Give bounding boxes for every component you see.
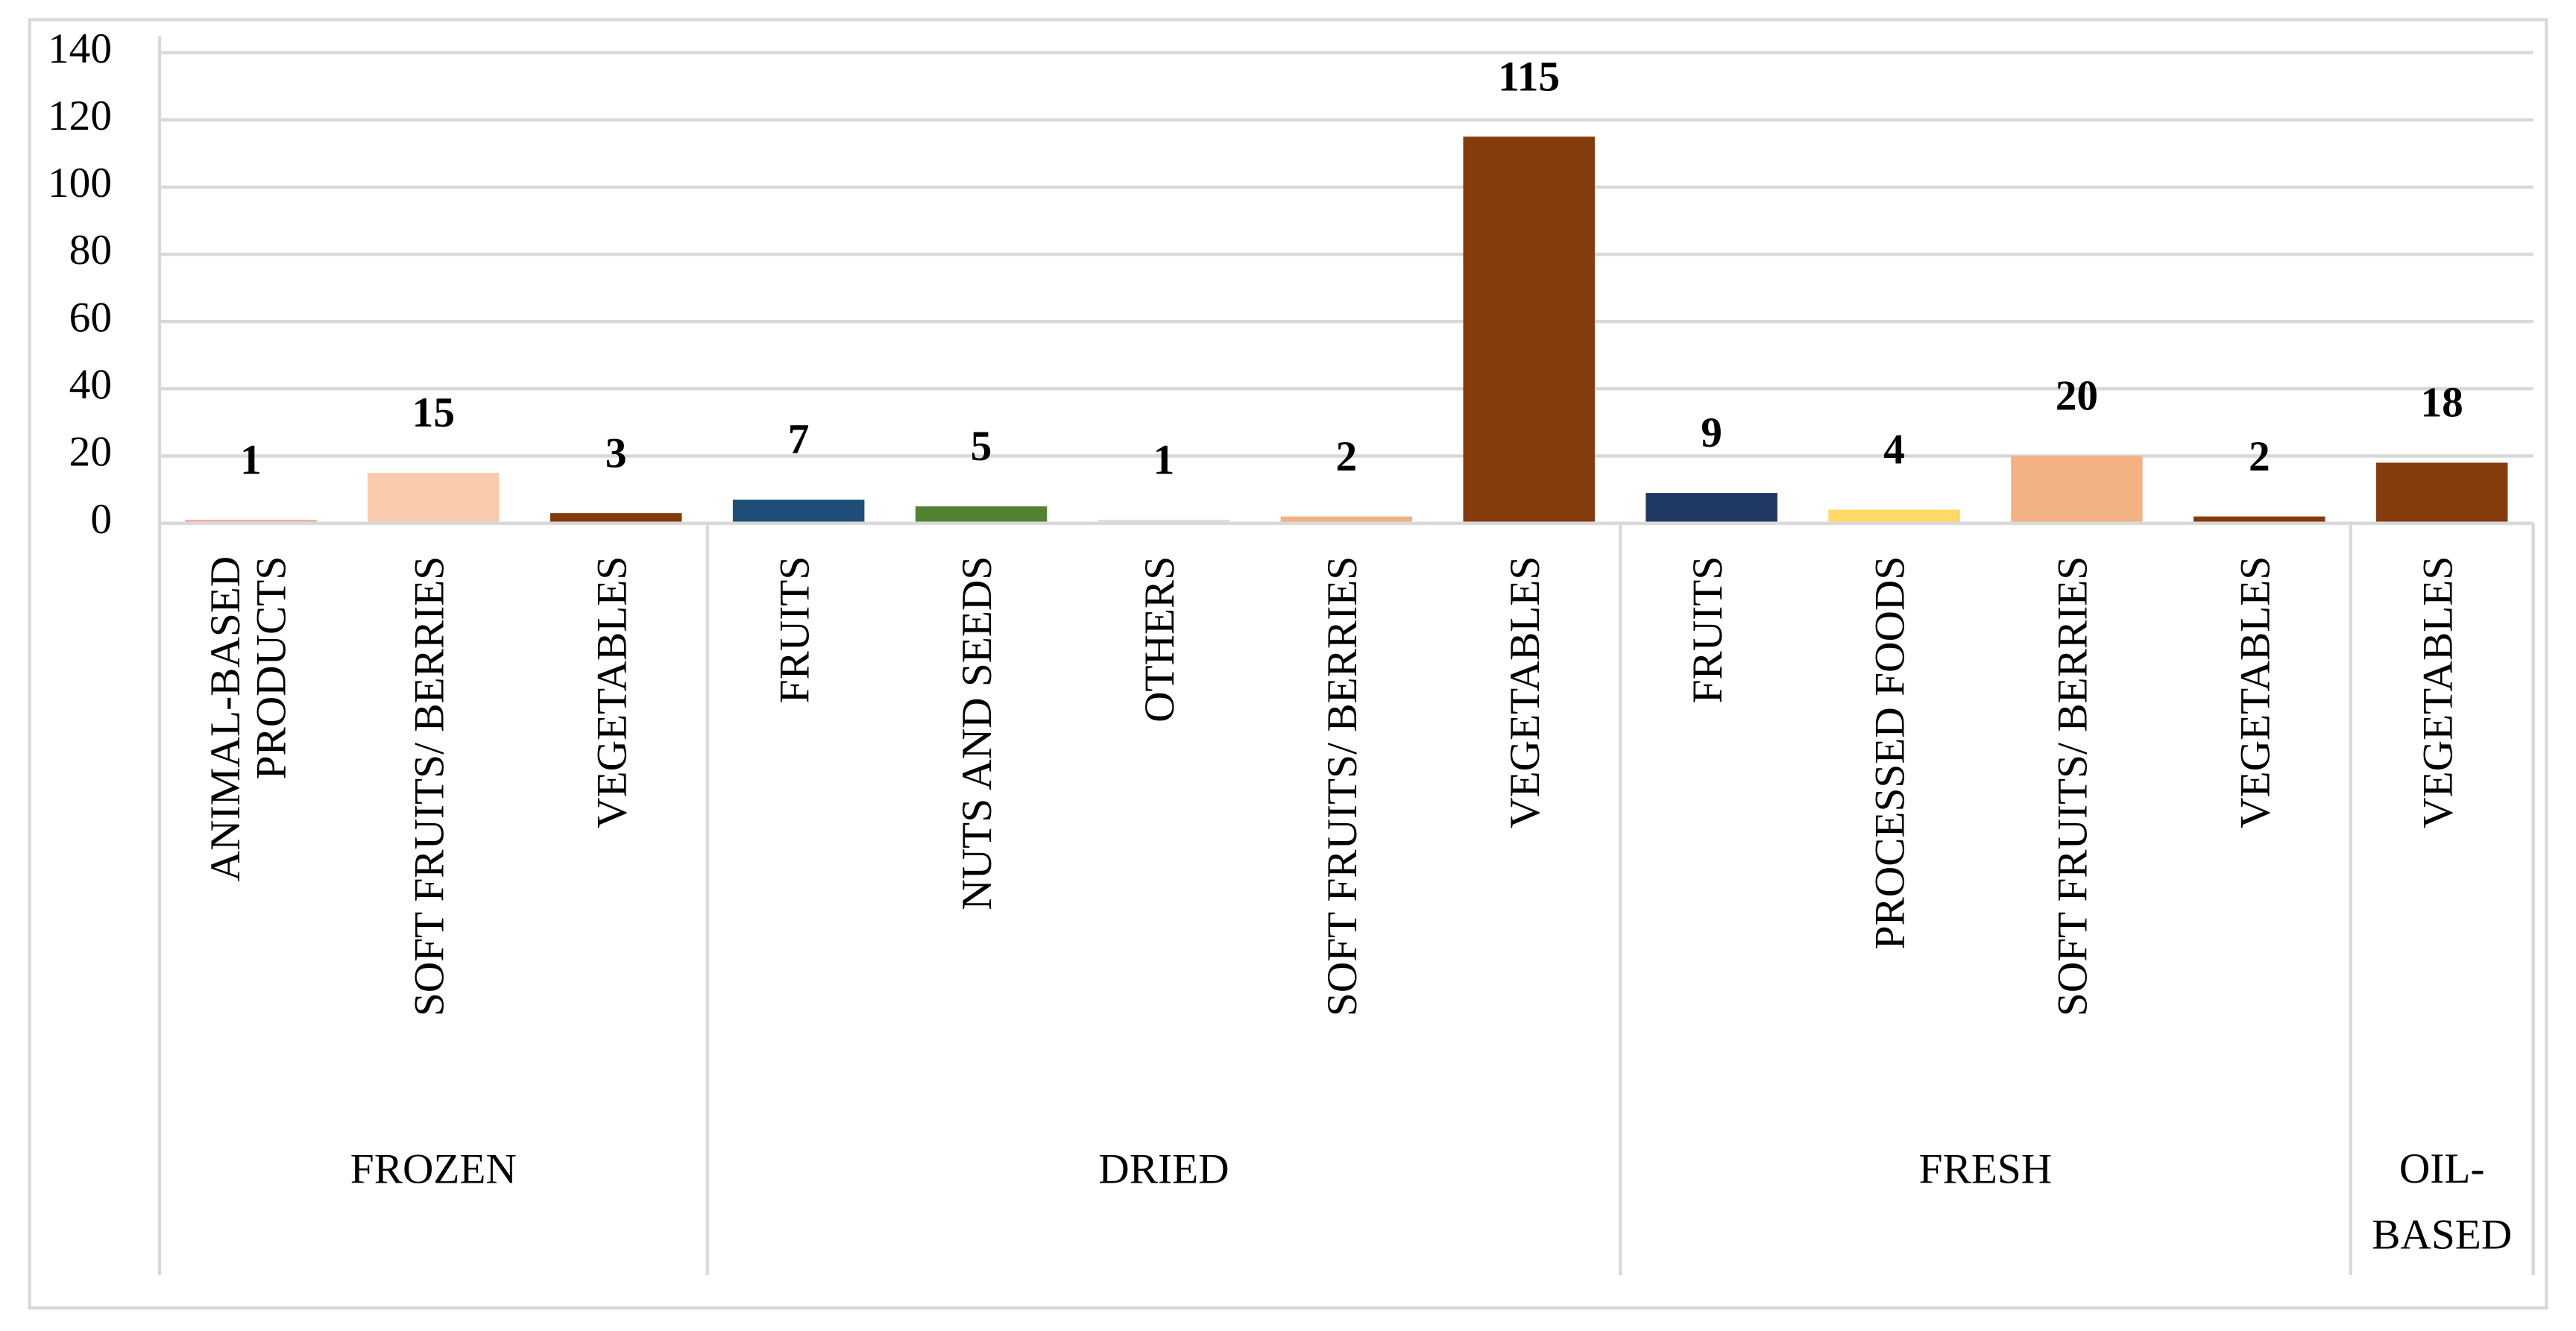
x-tick-label: VEGETABLES <box>2232 556 2279 828</box>
y-tick-label: 60 <box>69 294 112 341</box>
value-label: 5 <box>971 423 992 470</box>
x-tick-label: OTHERS <box>1136 556 1183 723</box>
group-label: DRIED <box>1098 1145 1229 1192</box>
bar <box>2194 516 2325 523</box>
x-tick-label: ANIMAL-BASEDPRODUCTS <box>202 556 295 882</box>
value-label: 115 <box>1498 53 1560 100</box>
value-label: 4 <box>1883 427 1905 473</box>
group-label: FROZEN <box>350 1145 517 1192</box>
bar <box>2375 462 2508 523</box>
bar <box>915 506 1048 523</box>
value-label: 7 <box>788 416 810 463</box>
group-label: FRESH <box>1919 1145 2053 1192</box>
x-tick-label: PROCESSED FOODS <box>1867 556 1914 950</box>
y-tick-label: 0 <box>90 496 112 543</box>
x-tick-label: SOFT FRUITS/ BERRIES <box>2050 556 2097 1016</box>
y-tick-label: 80 <box>69 227 112 274</box>
bar <box>185 520 317 523</box>
group-label: OIL-BASED <box>2372 1145 2512 1258</box>
bar <box>2011 456 2143 523</box>
bar <box>1280 516 1413 523</box>
x-tick-label: SOFT FRUITS/ BERRIES <box>1319 556 1366 1016</box>
x-tick-label: SOFT FRUITS/ BERRIES <box>406 556 453 1016</box>
x-tick-label: FRUITS <box>771 556 818 704</box>
value-label: 2 <box>1335 433 1357 480</box>
bar <box>549 513 682 523</box>
value-label: 1 <box>1153 436 1175 483</box>
x-tick-label: NUTS AND SEEDS <box>954 556 1001 910</box>
x-tick-label: VEGETABLES <box>588 556 635 828</box>
x-tick-label: VEGETABLES <box>2414 556 2461 828</box>
value-label: 15 <box>412 389 455 436</box>
bar <box>368 473 500 523</box>
x-tick-label: FRUITS <box>1684 556 1731 704</box>
value-label: 18 <box>2421 380 2463 427</box>
y-tick-label: 100 <box>48 160 112 207</box>
y-tick-label: 140 <box>48 25 112 72</box>
x-tick-label: VEGETABLES <box>1502 556 1549 828</box>
bar <box>732 500 865 523</box>
value-label: 20 <box>2056 373 2098 420</box>
value-label: 1 <box>240 436 262 483</box>
y-tick-label: 20 <box>69 429 112 476</box>
y-tick-label: 120 <box>48 92 112 139</box>
bar <box>1463 136 1595 523</box>
value-label: 9 <box>1701 409 1722 456</box>
bar <box>1098 520 1230 523</box>
y-tick-label: 40 <box>69 362 112 409</box>
chart-frame <box>28 18 2548 1310</box>
value-label: 3 <box>605 429 627 476</box>
bar <box>1646 493 1777 523</box>
value-label: 2 <box>2249 433 2270 480</box>
bar <box>1828 509 1960 523</box>
